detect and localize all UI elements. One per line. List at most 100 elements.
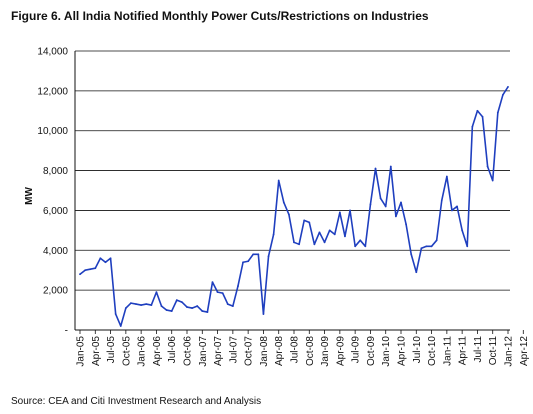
x-tick-label: Jan-11 xyxy=(442,336,453,366)
x-tick-label: Oct-08 xyxy=(305,336,316,366)
y-tick-label: 8,000 xyxy=(43,166,68,177)
y-tick-label: 6,000 xyxy=(43,206,68,217)
data-point xyxy=(318,231,321,234)
x-tick-label: Jan-09 xyxy=(320,336,331,367)
data-point xyxy=(445,175,448,178)
data-point xyxy=(252,253,255,256)
data-point xyxy=(471,125,474,128)
data-point xyxy=(242,261,244,264)
data-point xyxy=(272,233,275,236)
y-tick-label: 10,000 xyxy=(37,126,68,137)
y-tick-label: 2,000 xyxy=(43,286,68,297)
data-point xyxy=(201,310,204,312)
data-point xyxy=(119,325,122,327)
x-tick-label: Oct-09 xyxy=(366,336,377,366)
data-point xyxy=(349,209,351,212)
data-point xyxy=(481,115,484,118)
x-tick-label: Apr-12 xyxy=(519,336,530,366)
data-point xyxy=(323,241,326,244)
data-point xyxy=(109,257,112,260)
x-tick-label: Jan-08 xyxy=(259,336,270,367)
data-point xyxy=(333,233,336,236)
data-point xyxy=(486,165,489,168)
data-point xyxy=(420,247,423,250)
data-point xyxy=(328,229,331,232)
data-point xyxy=(104,261,107,264)
data-point xyxy=(165,309,168,311)
data-point xyxy=(466,245,469,248)
data-point xyxy=(79,273,81,276)
x-tick-label: Jul-10 xyxy=(412,336,423,364)
data-point xyxy=(140,304,143,306)
data-point xyxy=(196,305,199,307)
data-point xyxy=(369,203,372,206)
x-tick-label: Oct-05 xyxy=(121,336,132,366)
gridlines xyxy=(75,50,510,291)
x-tick-label: Oct-07 xyxy=(244,336,255,366)
x-tick-label: Jul-11 xyxy=(473,336,484,363)
data-point xyxy=(384,205,387,208)
data-point xyxy=(435,239,438,242)
data-point xyxy=(313,243,316,246)
data-point xyxy=(293,241,295,244)
source-note: Source: CEA and Citi Investment Research… xyxy=(11,396,262,407)
data-point xyxy=(298,243,300,246)
data-point xyxy=(338,211,341,214)
data-point xyxy=(288,213,290,216)
x-tick-label: Jul-09 xyxy=(351,336,362,364)
x-tick-label: Jul-06 xyxy=(167,336,178,364)
data-point xyxy=(216,291,219,294)
data-point xyxy=(135,303,137,305)
y-tick-label: - xyxy=(65,326,68,337)
x-tick-label: Apr-06 xyxy=(152,336,163,366)
data-point xyxy=(145,303,148,305)
data-point xyxy=(175,299,178,302)
data-point xyxy=(84,269,86,272)
x-tick-label: Apr-08 xyxy=(274,336,285,366)
x-tick-label: Jan-12 xyxy=(504,336,515,367)
x-tick-label: Jan-06 xyxy=(137,336,148,367)
data-point xyxy=(379,197,382,200)
data-point xyxy=(308,221,311,224)
data-point xyxy=(155,291,158,294)
data-point xyxy=(267,255,270,258)
data-point xyxy=(359,239,362,242)
data-point xyxy=(186,306,188,308)
data-point xyxy=(170,310,173,312)
data-point xyxy=(425,245,428,248)
data-point xyxy=(124,307,127,309)
data-point xyxy=(221,292,224,295)
data-point xyxy=(476,109,479,112)
x-tick-label: Jul-07 xyxy=(228,336,239,364)
data-point xyxy=(231,305,234,307)
x-tick-label: Apr-09 xyxy=(335,336,346,366)
x-tick-label: Jan-07 xyxy=(198,336,209,367)
data-point xyxy=(303,219,306,222)
data-point xyxy=(181,301,183,303)
data-point xyxy=(257,253,260,256)
data-point xyxy=(277,179,280,182)
x-tick-label: Apr-10 xyxy=(397,336,408,366)
x-tick-label: Apr-07 xyxy=(213,336,224,366)
data-point xyxy=(405,223,407,226)
x-axis-ticks: Jan-05 Apr-05 Jul-05 Oct-05 Jan-06 Apr-06 Jul-… xyxy=(76,330,530,367)
x-tick-label: Apr-05 xyxy=(91,336,102,366)
axes xyxy=(74,51,510,331)
y-tick-label: 4,000 xyxy=(43,246,68,257)
series-layer xyxy=(79,85,509,327)
data-point xyxy=(491,179,494,182)
data-point xyxy=(282,201,285,204)
data-point xyxy=(364,245,367,248)
data-point xyxy=(150,304,153,306)
data-point xyxy=(94,267,97,270)
x-tick-label: Jan-05 xyxy=(76,336,87,367)
data-point xyxy=(226,303,229,305)
data-point xyxy=(415,271,418,274)
data-point xyxy=(395,215,397,218)
data-point xyxy=(211,281,214,284)
data-point xyxy=(502,93,504,96)
data-point xyxy=(389,165,392,168)
data-point xyxy=(191,307,193,309)
x-tick-label: Oct-10 xyxy=(427,336,438,366)
